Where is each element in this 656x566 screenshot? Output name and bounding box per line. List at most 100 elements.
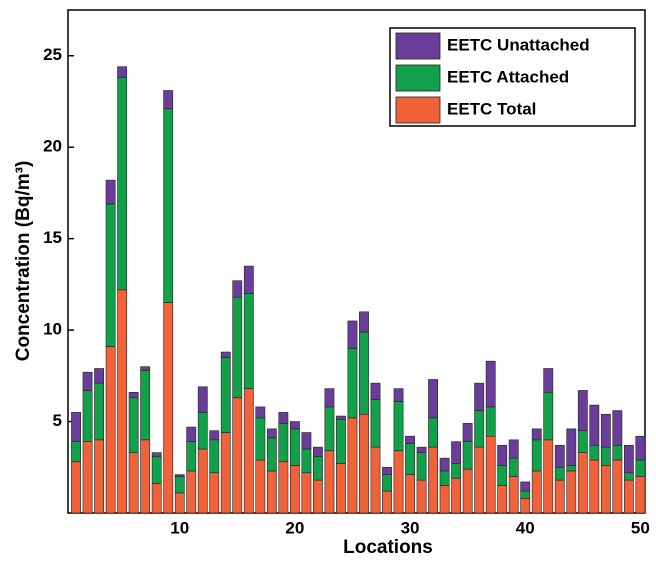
bar-segment bbox=[577, 430, 588, 453]
bar-segment bbox=[128, 452, 139, 514]
y-tick-label: 15 bbox=[43, 228, 62, 247]
bar-segment bbox=[566, 428, 577, 466]
bar-segment bbox=[370, 399, 381, 448]
bar-segment bbox=[497, 465, 508, 486]
x-tick-label: 30 bbox=[401, 518, 420, 537]
bar-segment bbox=[163, 108, 174, 303]
bar-segment bbox=[243, 293, 254, 389]
bar-segment bbox=[393, 450, 404, 514]
bar-segment bbox=[163, 90, 174, 110]
bar-segment bbox=[209, 439, 220, 474]
bar-segment bbox=[324, 406, 335, 452]
bar-segment bbox=[370, 446, 381, 514]
bar-segment bbox=[94, 368, 105, 384]
bar-segment bbox=[531, 470, 542, 514]
bar-segment bbox=[428, 417, 438, 448]
bar-segment bbox=[128, 391, 139, 399]
bar-segment bbox=[451, 441, 462, 464]
bar-segment bbox=[232, 280, 243, 298]
bar-segment bbox=[347, 417, 358, 514]
bar-segment bbox=[623, 445, 634, 474]
bar-segment bbox=[197, 386, 208, 413]
bar-segment bbox=[71, 412, 81, 442]
bar-segment bbox=[485, 360, 496, 408]
bar-segment bbox=[301, 448, 312, 474]
bar-segment bbox=[600, 413, 611, 448]
bar-segment bbox=[393, 388, 404, 402]
bar-segment bbox=[600, 446, 611, 466]
bar-segment bbox=[220, 357, 231, 433]
bar-segment bbox=[186, 441, 197, 472]
bar-segment bbox=[117, 77, 128, 291]
bar-segment bbox=[612, 445, 623, 461]
y-tick-label: 20 bbox=[43, 137, 62, 156]
bar-segment bbox=[255, 417, 266, 461]
bar-segment bbox=[151, 483, 162, 514]
bar-segment bbox=[174, 476, 185, 494]
bar-segment bbox=[209, 430, 220, 441]
bar-segment bbox=[474, 382, 485, 411]
bar-segment bbox=[255, 406, 266, 419]
bar-segment bbox=[577, 390, 588, 431]
bar-segment bbox=[600, 465, 611, 514]
bar-segment bbox=[462, 441, 473, 470]
bar-segment bbox=[105, 179, 116, 205]
bar-segment bbox=[278, 412, 289, 424]
bar-segment bbox=[405, 474, 415, 514]
legend-swatch bbox=[395, 32, 441, 60]
bar-segment bbox=[405, 435, 415, 444]
bar-segment bbox=[612, 459, 623, 514]
bar-segment bbox=[428, 379, 438, 419]
legend-swatch bbox=[395, 96, 441, 124]
bar-segment bbox=[347, 348, 358, 419]
bar-segment bbox=[197, 412, 208, 450]
bar-segment bbox=[462, 468, 473, 514]
bar-segment bbox=[163, 302, 174, 514]
bar-segment bbox=[313, 479, 323, 514]
bar-segment bbox=[140, 366, 151, 371]
bar-segment bbox=[243, 265, 254, 294]
bar-segment bbox=[543, 368, 554, 393]
bar-segment bbox=[416, 479, 427, 514]
bar-segment bbox=[151, 455, 162, 485]
bar-segment bbox=[382, 466, 392, 475]
bar-segment bbox=[474, 446, 485, 514]
bar-segment bbox=[324, 388, 335, 408]
legend-label: EETC Unattached bbox=[447, 35, 590, 54]
bar-segment bbox=[94, 439, 105, 514]
bar-segment bbox=[197, 448, 208, 514]
bar-segment bbox=[336, 415, 346, 421]
bar-segment bbox=[589, 404, 600, 446]
bar-segment bbox=[289, 421, 300, 430]
y-tick-label: 5 bbox=[53, 411, 62, 430]
bar-segment bbox=[589, 445, 600, 461]
bar-segment bbox=[623, 472, 634, 481]
bar-segment bbox=[336, 419, 346, 464]
bar-segment bbox=[174, 492, 185, 514]
bar-segment bbox=[554, 479, 565, 514]
bar-segment bbox=[232, 296, 243, 399]
y-tick-label: 25 bbox=[43, 45, 62, 64]
bar-segment bbox=[566, 470, 577, 514]
y-axis-label: Concentration (Bq/m³) bbox=[13, 161, 34, 362]
bar-segment bbox=[520, 481, 531, 492]
bar-segment bbox=[543, 391, 554, 441]
bar-segment bbox=[508, 439, 519, 459]
bar-segment bbox=[117, 66, 128, 78]
bar-segment bbox=[289, 465, 300, 514]
bar-segment bbox=[71, 441, 81, 463]
bar-segment bbox=[359, 311, 369, 333]
bar-segment bbox=[428, 446, 438, 514]
bar-segment bbox=[82, 441, 93, 514]
bar-segment bbox=[554, 466, 565, 481]
legend-label: EETC Attached bbox=[447, 67, 569, 86]
bar-segment bbox=[497, 485, 508, 514]
x-tick-label: 10 bbox=[170, 518, 189, 537]
x-tick-label: 50 bbox=[631, 518, 650, 537]
bar-segment bbox=[359, 331, 369, 415]
bar-segment bbox=[623, 479, 634, 514]
x-tick-label: 20 bbox=[285, 518, 304, 537]
bar-segment bbox=[266, 437, 277, 472]
bar-segment bbox=[416, 452, 427, 481]
bar-segment bbox=[520, 490, 531, 499]
